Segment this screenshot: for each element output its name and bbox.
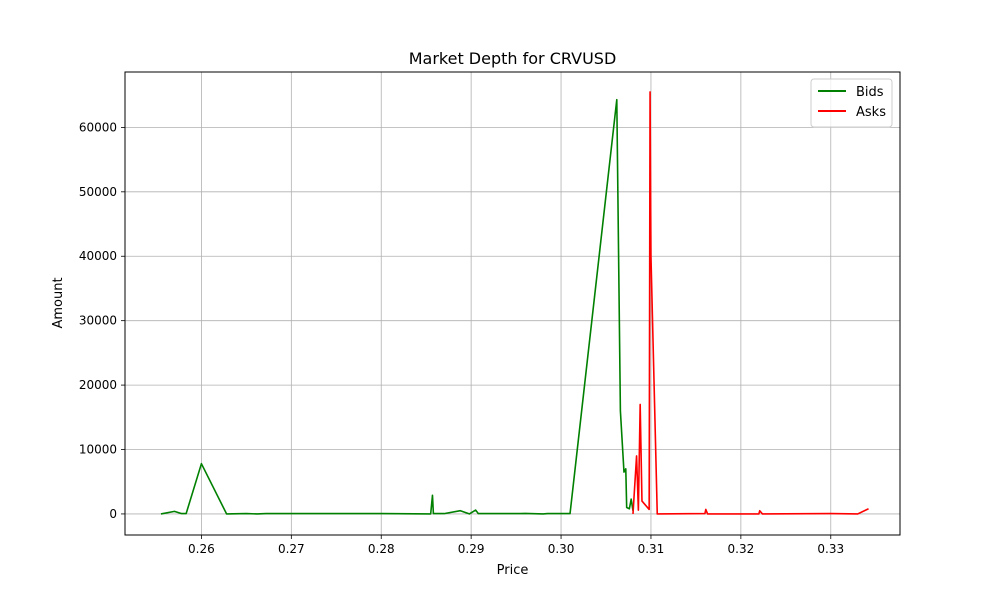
x-tick-label: 0.27 (278, 542, 305, 556)
y-tick-label: 40000 (79, 249, 117, 263)
y-tick-label: 60000 (79, 120, 117, 134)
y-tick-label: 30000 (79, 314, 117, 328)
legend: Bids Asks (810, 78, 893, 128)
x-tick-label: 0.26 (188, 542, 215, 556)
y-tick-label: 10000 (79, 443, 117, 457)
x-tick-label: 0.33 (817, 542, 844, 556)
series-line-bids (160, 98, 634, 515)
x-tick-label: 0.30 (548, 542, 575, 556)
legend-label-asks: Asks (856, 105, 886, 120)
plot-area-frame (124, 71, 901, 536)
ticks: 0.26 0.27 0.28 0.29 0.30 0.31 0.32 0.33 0 10000 20… (79, 120, 844, 556)
y-tick-label: 50000 (79, 185, 117, 199)
legend-label-bids: Bids (856, 85, 884, 100)
y-axis-label: Amount (51, 277, 66, 328)
x-tick-label: 0.31 (638, 542, 665, 556)
y-tick-label: 20000 (79, 378, 117, 392)
y-tick-label: 0 (109, 507, 117, 521)
x-tick-label: 0.28 (368, 542, 395, 556)
x-axis-label: Price (497, 563, 529, 578)
series-line-asks (632, 91, 869, 515)
chart-title: Market Depth for CRVUSD (409, 49, 617, 68)
series-layer (160, 91, 869, 515)
x-tick-label: 0.32 (728, 542, 755, 556)
x-tick-label: 0.29 (458, 542, 485, 556)
